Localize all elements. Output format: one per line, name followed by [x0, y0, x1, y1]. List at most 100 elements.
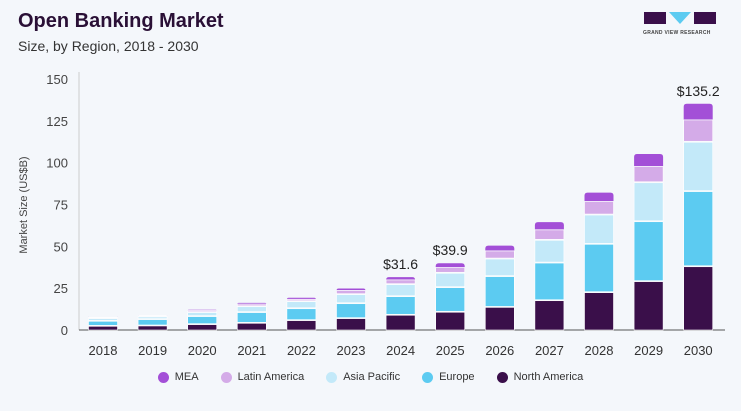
bar-segment-mea — [336, 288, 366, 291]
legend-label: North America — [513, 371, 584, 383]
bar-segment-europe — [435, 287, 466, 312]
bar-segment-asia-pacific — [88, 318, 118, 321]
bar-segment-north-america — [633, 281, 664, 331]
bar-segment-asia-pacific — [336, 294, 366, 304]
legend-swatch — [422, 371, 434, 383]
bar-segment-latin-america — [286, 299, 317, 302]
y-tick-label: 25 — [54, 281, 68, 296]
legend-swatch — [326, 371, 338, 383]
chart-subtitle: Size, by Region, 2018 - 2030 — [18, 38, 199, 54]
bar-segment-europe — [584, 244, 614, 292]
bar-segment-north-america — [187, 324, 217, 331]
legend-label: Asia Pacific — [343, 371, 401, 383]
x-tick-label: 2025 — [436, 343, 465, 358]
data-label: $31.6 — [383, 256, 418, 272]
bar-segment-north-america — [336, 318, 366, 331]
bar-segment-europe — [286, 308, 317, 320]
y-tick-label: 50 — [54, 239, 68, 254]
y-tick-label: 150 — [46, 72, 68, 87]
bar-segment-latin-america — [584, 201, 614, 215]
data-label: $39.9 — [433, 242, 468, 258]
bar-segment-north-america — [435, 311, 466, 331]
y-tick-label: 100 — [46, 156, 68, 171]
x-tick-label: 2030 — [684, 343, 713, 358]
x-tick-label: 2021 — [237, 343, 266, 358]
bar-segment-asia-pacific — [633, 182, 664, 222]
bar-segment-mea — [435, 263, 465, 268]
grand-view-research-logo — [644, 12, 716, 24]
legend-label: MEA — [174, 371, 199, 383]
bar-segment-europe — [683, 191, 714, 267]
legend-label: Europe — [439, 371, 475, 383]
bar-segment-asia-pacific — [534, 240, 565, 263]
bar-segment-north-america — [484, 307, 515, 331]
bar-segment-mea — [634, 153, 664, 167]
bar-segment-north-america — [683, 266, 714, 331]
x-tick-label: 2026 — [485, 343, 514, 358]
bar-segment-europe — [88, 320, 118, 326]
bar-segment-latin-america — [683, 119, 714, 142]
bar-segment-asia-pacific — [385, 284, 416, 297]
bar-segment-mea — [237, 302, 267, 305]
x-tick-label: 2020 — [188, 343, 217, 358]
bar-segment-europe — [237, 312, 267, 323]
y-tick-label: 125 — [46, 114, 68, 129]
x-tick-label: 2029 — [634, 343, 663, 358]
bar-segment-asia-pacific — [584, 214, 614, 244]
bar-segment-europe — [534, 262, 565, 301]
bar-segment-north-america — [385, 314, 416, 331]
bar-segment-europe — [187, 316, 217, 324]
legend-item: North America — [496, 371, 584, 383]
bar-segment-asia-pacific — [683, 141, 714, 191]
bar-segment-mea — [534, 222, 564, 230]
bar-segment-europe — [484, 276, 515, 307]
bar-segment-latin-america — [237, 303, 267, 307]
chart-title: Open Banking Market — [18, 10, 224, 32]
legend-swatch — [496, 371, 508, 383]
y-tick-label: 0 — [61, 323, 68, 338]
data-label: $135.2 — [677, 83, 720, 99]
bar-segment-latin-america — [534, 229, 565, 240]
bar-segment-mea — [485, 245, 515, 251]
x-tick-label: 2027 — [535, 343, 564, 358]
bar-segment-north-america — [534, 300, 565, 331]
bar-segment-north-america — [88, 326, 118, 331]
bar-segment-latin-america — [385, 279, 416, 284]
bar-segment-latin-america — [187, 310, 217, 312]
bar-segment-asia-pacific — [187, 312, 217, 316]
legend-swatch — [220, 371, 232, 383]
bar-segment-latin-america — [633, 166, 664, 183]
bar-segment-latin-america — [435, 267, 466, 273]
bar-segment-north-america — [237, 323, 267, 331]
bar-segment-europe — [633, 221, 664, 281]
legend: MEA Latin America Asia Pacific Europe North … — [0, 371, 741, 383]
x-tick-label: 2018 — [89, 343, 118, 358]
bar-segment-mea — [286, 297, 316, 300]
x-tick-label: 2028 — [585, 343, 614, 358]
legend-item: MEA — [157, 371, 199, 383]
legend-item: Asia Pacific — [326, 371, 400, 383]
bar-segment-asia-pacific — [484, 258, 515, 276]
bar-segment-asia-pacific — [435, 272, 466, 287]
bar-segment-asia-pacific — [237, 306, 267, 312]
x-tick-label: 2022 — [287, 343, 316, 358]
legend-item: Latin America — [220, 371, 304, 383]
legend-item: Europe — [422, 371, 475, 383]
bar-segment-north-america — [137, 325, 168, 331]
bar-segment-europe — [336, 303, 366, 318]
x-tick-label: 2019 — [138, 343, 167, 358]
x-tick-label: 2023 — [337, 343, 366, 358]
bar-segment-europe — [137, 319, 168, 326]
bar-segment-mea — [386, 277, 416, 280]
legend-swatch — [157, 371, 169, 383]
bar-segment-north-america — [286, 320, 317, 331]
bar-segment-latin-america — [336, 290, 366, 294]
bar-segment-north-america — [584, 292, 614, 331]
bar-segment-mea — [683, 103, 713, 120]
y-axis-label: Market Size (US$B) — [18, 156, 30, 253]
x-tick-label: 2024 — [386, 343, 415, 358]
bar-segment-asia-pacific — [286, 301, 317, 309]
y-tick-label: 75 — [54, 198, 68, 213]
bar-segment-asia-pacific — [137, 316, 168, 319]
